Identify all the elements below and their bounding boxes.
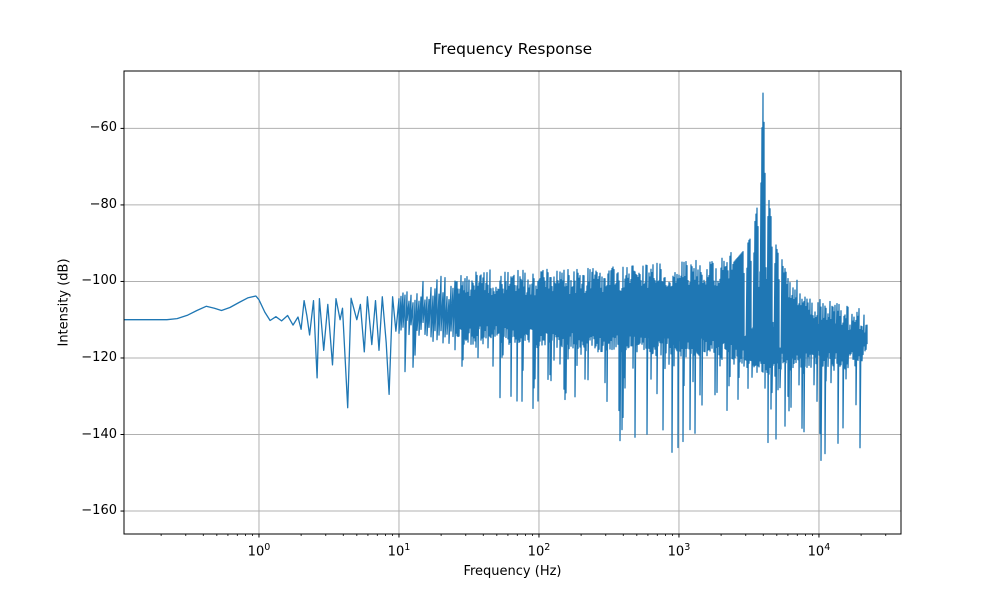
y-tick-label: −140 [81,426,117,442]
frequency-response-line [124,92,868,462]
x-tick-label: 104 [807,542,831,560]
x-tick-label: 100 [247,542,271,560]
plot-border [123,70,902,535]
y-tick-label: −120 [81,349,117,365]
x-tick-label: 101 [387,542,411,560]
y-tick-label: −160 [81,503,117,519]
y-tick-label: −60 [89,120,117,136]
x-axis-label: Frequency (Hz) [463,564,562,579]
x-tick-label: 102 [527,542,551,560]
y-tick-label: −100 [81,273,117,289]
chart-title: Frequency Response [432,40,593,58]
y-axis-label: Intensity (dB) [56,258,72,347]
x-tick-label: 103 [667,542,691,560]
y-tick-label: −80 [89,196,117,212]
